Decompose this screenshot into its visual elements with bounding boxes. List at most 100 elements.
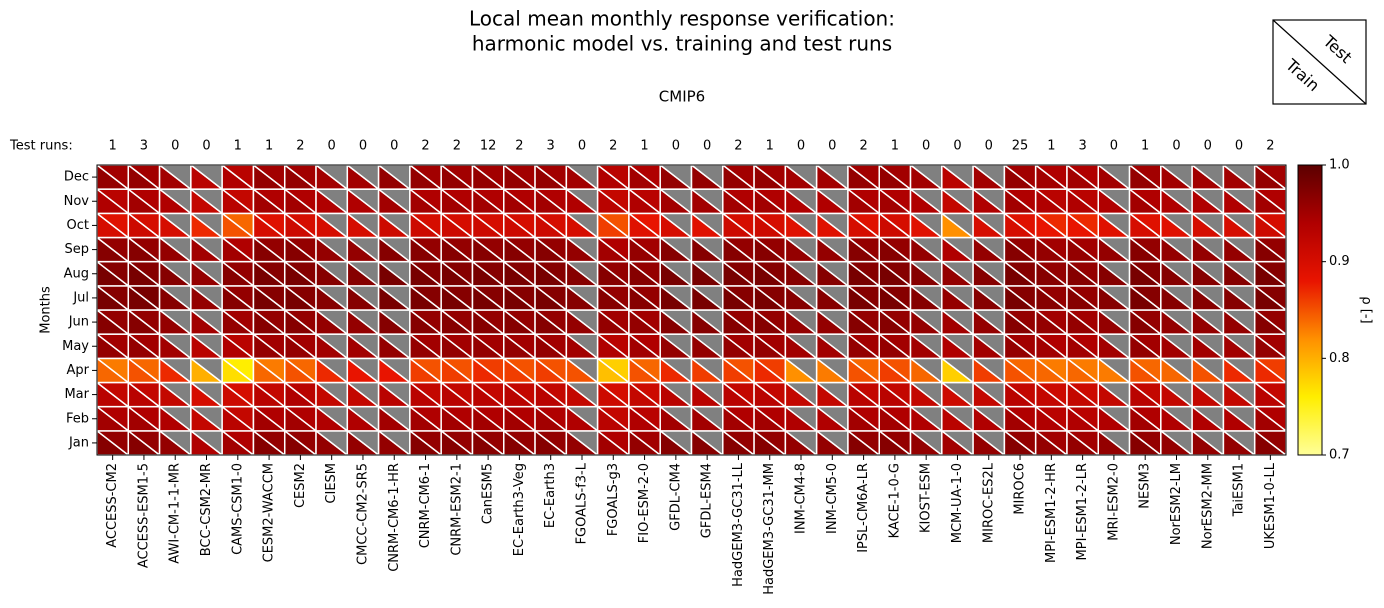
test-run-count: 0 [703,139,711,154]
test-runs-label: Test runs: [9,139,73,154]
x-tick-label: MIROC6 [1013,463,1028,515]
test-run-count: 3 [140,139,148,154]
test-run-count: 0 [1172,139,1180,154]
legend-diagonal [1272,19,1367,105]
test-run-count: 2 [296,139,304,154]
x-tick-label: NorESM2-LM [1169,463,1184,545]
chart-title: harmonic model vs. training and test run… [472,32,892,56]
x-tick-label: CNRM-ESM2-1 [449,463,464,556]
test-run-count: 2 [421,139,429,154]
test-run-count: 0 [953,139,961,154]
y-tick-label: Aug [64,266,89,281]
x-tick-label: CNRM-CM6-1 [418,463,433,548]
colorbar-tick-label: 0.7 [1329,448,1350,463]
x-tick-label: FGOALS-g3 [606,463,621,536]
x-tick-label: HadGEM3-GC31-LL [731,462,746,587]
x-tick-label: MRI-ESM2-0 [1106,463,1121,541]
test-run-count: 0 [1235,139,1243,154]
x-tick-label: MPI-ESM1-2-HR [1044,463,1059,563]
x-tick-label: FIO-ESM-2-0 [637,463,652,543]
y-tick-label: Mar [64,387,89,402]
y-tick-label: Jan [68,435,89,450]
test-run-count: 1 [1047,139,1055,154]
test-run-count: 0 [578,139,586,154]
test-run-count: 0 [797,139,805,154]
x-tick-label: MIROC-ES2L [981,462,996,543]
x-tick-label: ACCESS-ESM1-5 [136,463,151,568]
x-tick-label: KACE-1-0-G [887,463,902,538]
colorbar-label: ρ [-] [1359,296,1374,323]
test-run-count: 1 [766,139,774,154]
x-tick-label: GFDL-ESM4 [700,463,715,538]
test-run-count: 0 [1204,139,1212,154]
x-tick-label: INM-CM5-0 [825,463,840,534]
x-tick-label: EC-Earth3-Veg [512,463,527,556]
x-tick-label: NESM3 [1138,463,1153,509]
x-tick-label: MPI-ESM1-2-LR [1075,463,1090,560]
y-tick-label: Jun [68,315,89,330]
colorbar-tick-label: 0.9 [1329,254,1350,269]
test-run-count: 1 [234,139,242,154]
colorbar-tick-label: 1.0 [1329,158,1350,173]
x-tick-label: UKESM1-0-LL [1263,462,1278,549]
test-run-count: 2 [1266,139,1274,154]
y-tick-label: Jul [72,290,89,305]
x-tick-label: NorESM2-MM [1200,463,1215,549]
test-run-count: 2 [453,139,461,154]
x-tick-label: CNRM-CM6-1-HR [387,463,402,572]
y-axis-label: Months [39,286,54,334]
test-run-count: 2 [609,139,617,154]
x-tick-label: CAMS-CSM1-0 [230,463,245,555]
test-run-count: 0 [922,139,930,154]
test-run-count: 0 [171,139,179,154]
test-run-count: 1 [891,139,899,154]
test-run-count: 2 [515,139,523,154]
test-run-count: 1 [109,139,117,154]
x-tick-label: CESM2-WACCM [262,463,277,562]
colorbar-tick-label: 0.8 [1329,351,1350,366]
test-run-count: 2 [859,139,867,154]
test-run-count: 0 [828,139,836,154]
x-tick-label: CESM2 [293,463,308,508]
test-run-count: 0 [202,139,210,154]
chart-title: Local mean monthly response verification… [469,7,895,31]
test-run-count: 0 [672,139,680,154]
test-run-count: 0 [985,139,993,154]
x-tick-label: GFDL-CM4 [668,463,683,531]
legend: Test Train [1272,19,1367,105]
x-tick-label: HadGEM3-GC31-MM [762,463,777,595]
test-run-count: 1 [1141,139,1149,154]
x-tick-label: CMCC-CM2-SR5 [355,463,370,565]
x-tick-label: AWI-CM-1-1-MR [168,463,183,564]
x-tick-label: IPSL-CM6A-LR [856,463,871,553]
x-tick-label: CIESM [324,463,339,504]
x-tick-label: ACCESS-CM2 [105,463,120,548]
x-tick-label: BCC-CSM2-MR [199,463,214,556]
y-tick-label: Feb [66,411,89,426]
y-tick-label: Dec [64,170,89,185]
test-run-count: 12 [480,139,497,154]
x-tick-label: FGOALS-f3-L [574,462,589,544]
x-tick-label: TaiESM1 [1232,463,1247,517]
y-tick-label: Nov [64,194,90,209]
test-run-count: 2 [734,139,742,154]
y-tick-label: Sep [64,242,89,257]
test-run-count: 1 [265,139,273,154]
x-tick-label: EC-Earth3 [543,463,558,528]
test-run-count: 3 [547,139,555,154]
x-tick-label: KIOST-ESM [919,463,934,533]
y-tick-label: Oct [67,218,89,233]
test-run-count: 0 [390,139,398,154]
test-run-count: 0 [1110,139,1118,154]
test-run-count: 3 [1078,139,1086,154]
test-run-count: 25 [1012,139,1029,154]
y-tick-label: Apr [67,363,90,378]
test-run-count: 0 [328,139,336,154]
y-tick-label: May [62,339,89,354]
plot-frame [96,164,1287,456]
test-run-count: 0 [359,139,367,154]
subtitle: CMIP6 [659,88,705,106]
x-tick-label: MCM-UA-1-0 [950,463,965,543]
x-tick-label: CanESM5 [481,463,496,524]
